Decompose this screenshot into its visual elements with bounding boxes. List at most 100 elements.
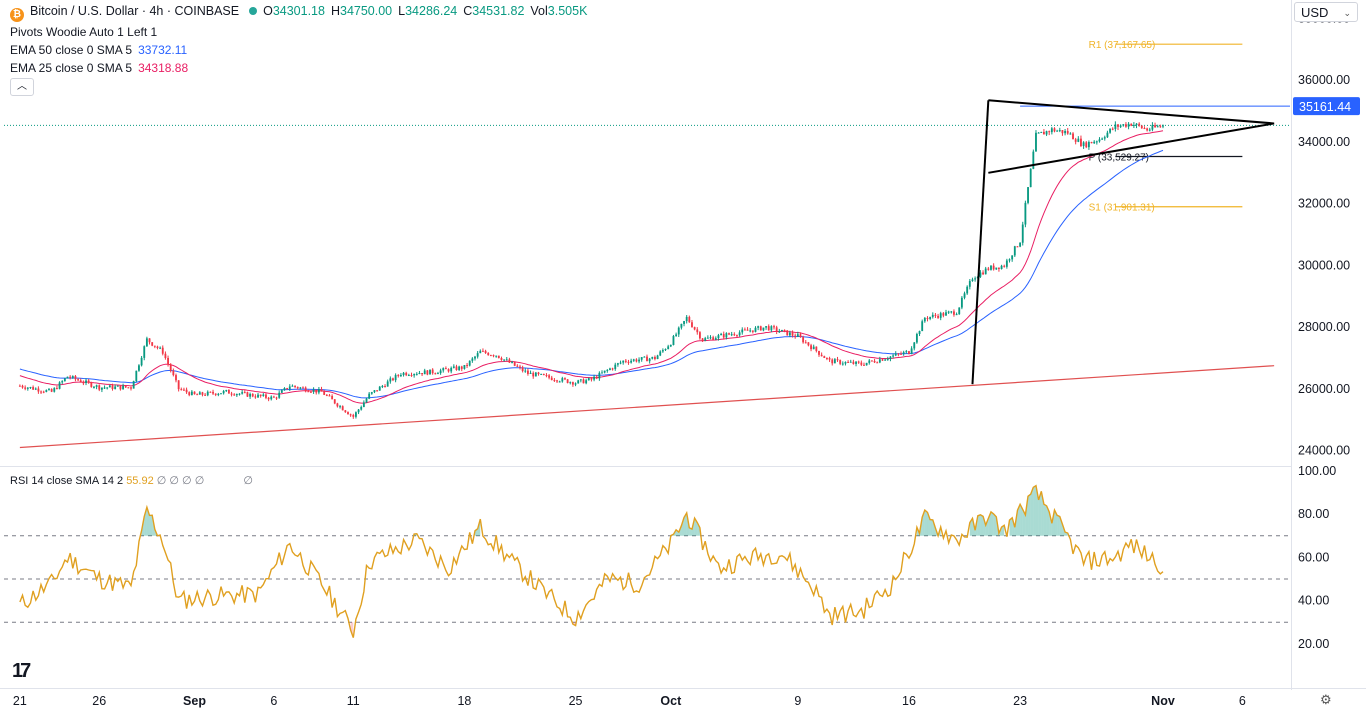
candle-body <box>791 332 794 336</box>
ema25-indicator[interactable]: EMA 25 close 0 SMA 5 34318.88 <box>10 61 194 75</box>
candle-body <box>212 391 214 394</box>
currency-select[interactable]: USD ⌄ <box>1294 2 1358 22</box>
rsi-indicator-label[interactable]: RSI 14 close SMA 14 2 55.92 ∅ ∅ ∅ ∅ ∅ <box>10 474 253 487</box>
candle-body <box>40 391 42 393</box>
candle-body <box>272 396 275 398</box>
candle-body <box>138 365 140 371</box>
candle-body <box>881 359 884 361</box>
candle-body <box>180 389 183 391</box>
candle-body <box>1098 139 1101 142</box>
rsi-axis-tick: 80.00 <box>1298 507 1329 521</box>
candle-body <box>315 389 318 393</box>
candle-body <box>1130 123 1133 126</box>
pivots-indicator-label[interactable]: Pivots Woodie Auto 1 Left 1 <box>10 25 158 39</box>
candle-body <box>431 369 434 374</box>
pivot-s1-label: S1 (31,901.31) <box>1089 203 1155 214</box>
candle-body <box>611 368 614 370</box>
candle-body <box>646 356 648 362</box>
candle-body <box>796 334 799 337</box>
candle-body <box>709 337 712 339</box>
candle-body <box>643 356 646 358</box>
candle-body <box>651 356 654 359</box>
tradingview-logo[interactable]: 17 <box>12 660 31 682</box>
candle-body <box>487 352 490 356</box>
candle-body <box>1069 133 1072 135</box>
candle-body <box>857 361 860 363</box>
candle-body <box>654 356 656 360</box>
candle-body <box>574 383 577 385</box>
candle-body <box>206 391 209 396</box>
candle-body <box>249 393 252 397</box>
candle-body <box>532 372 535 377</box>
candle-body <box>900 353 902 355</box>
candle-body <box>172 370 175 376</box>
candle-body <box>145 338 148 347</box>
candle-body <box>775 327 778 332</box>
rsi-overbought-fill <box>980 514 984 536</box>
candle-body <box>386 381 389 387</box>
rsi-overbought-fill <box>1030 487 1034 536</box>
rsi-overbought-fill <box>1025 496 1029 536</box>
candle-body <box>1093 141 1096 144</box>
candle-body <box>444 368 447 370</box>
candle-body <box>463 365 466 369</box>
candle-body <box>1042 131 1045 135</box>
candle-body <box>418 373 421 375</box>
collapse-legend-button[interactable]: ︿ <box>10 78 34 96</box>
candle-body <box>990 265 992 270</box>
ema50-indicator[interactable]: EMA 50 close 0 SMA 5 33732.11 <box>10 43 193 57</box>
candle-body <box>69 376 72 378</box>
candle-body <box>873 360 876 363</box>
candle-body <box>558 381 561 383</box>
candle-body <box>601 372 603 374</box>
rsi-pane[interactable] <box>4 484 1290 638</box>
symbol-title[interactable]: Bitcoin / U.S. Dollar · 4h · COINBASE <box>30 4 240 18</box>
candle-body <box>942 313 945 316</box>
candle-body <box>738 332 741 336</box>
candle-body <box>1032 151 1035 169</box>
ohlc-low-value: 34286.24 <box>405 4 458 18</box>
candle-body <box>246 392 249 397</box>
candle-body <box>762 327 765 331</box>
candle-body <box>455 366 458 371</box>
rsi-overbought-fill <box>983 516 986 536</box>
price-pane[interactable]: R1 (37,167.65) P (33,529.27) S1 (31,901.31… <box>4 40 1290 449</box>
gear-icon[interactable]: ⚙ <box>1320 692 1332 707</box>
candle-body <box>484 350 487 353</box>
candle-body <box>151 342 154 346</box>
candle-body <box>376 390 379 392</box>
candle-body <box>233 394 236 396</box>
candle-body <box>111 385 114 389</box>
candle-body <box>841 363 844 365</box>
candle-body <box>664 349 667 351</box>
candle-body <box>74 376 77 380</box>
candle-body <box>746 329 749 331</box>
candle-body <box>339 406 341 408</box>
candle-body <box>413 374 416 376</box>
candle-body <box>865 362 868 366</box>
candle-body <box>878 359 881 363</box>
candle-body <box>299 387 302 389</box>
candle-body <box>209 391 212 393</box>
candle-body <box>1027 187 1029 203</box>
candle-body <box>537 372 540 375</box>
time-axis-tick: Oct <box>660 694 682 708</box>
candle-body <box>852 361 855 364</box>
candle-body <box>892 355 895 357</box>
candle-body <box>26 387 29 389</box>
candle-body <box>923 317 926 322</box>
time-axis-tick: Sep <box>183 694 206 708</box>
candle-body <box>863 364 865 366</box>
candle-body <box>320 389 323 392</box>
candle-body <box>656 355 659 360</box>
candle-body <box>259 394 262 396</box>
candle-body <box>855 361 857 364</box>
candle-body <box>90 382 93 387</box>
candle-body <box>561 378 564 382</box>
candle-body <box>984 268 987 275</box>
candle-body <box>714 338 717 340</box>
candle-body <box>161 347 164 354</box>
candle-body <box>1061 130 1064 134</box>
